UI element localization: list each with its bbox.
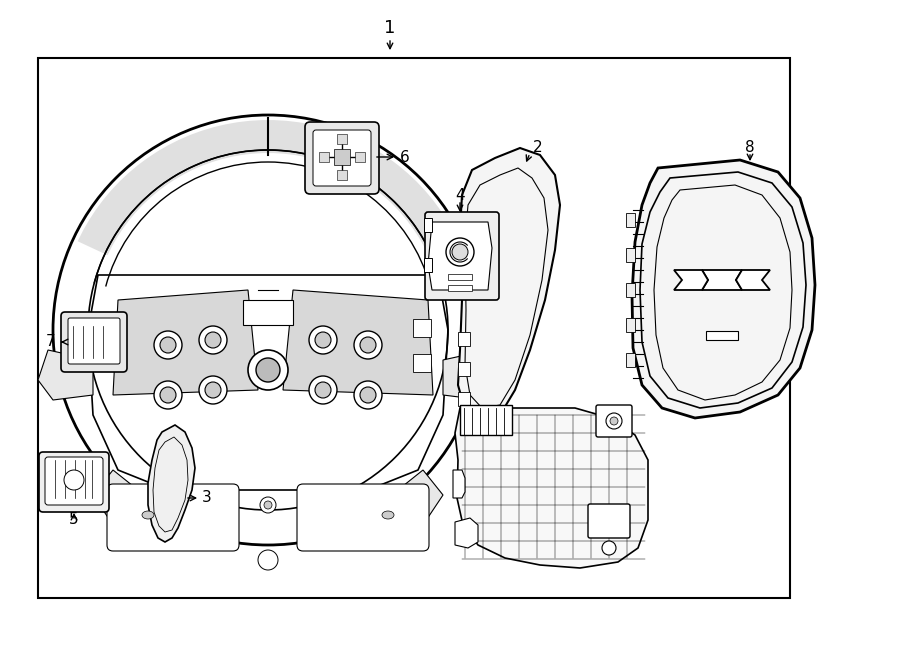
Bar	[334, 149, 350, 165]
Bar	[337, 134, 347, 144]
Text: 6: 6	[400, 149, 410, 165]
FancyBboxPatch shape	[588, 504, 630, 538]
Circle shape	[160, 387, 176, 403]
Polygon shape	[455, 518, 478, 548]
Circle shape	[258, 550, 278, 570]
FancyBboxPatch shape	[460, 405, 512, 435]
Bar	[458, 392, 470, 406]
Bar	[413, 354, 431, 372]
FancyBboxPatch shape	[68, 318, 120, 364]
Polygon shape	[632, 160, 815, 418]
Circle shape	[254, 356, 282, 384]
Bar	[355, 152, 365, 162]
Circle shape	[452, 244, 468, 260]
Polygon shape	[674, 270, 708, 290]
Bar	[458, 332, 470, 346]
Circle shape	[606, 413, 622, 429]
Circle shape	[199, 326, 227, 354]
Bar	[458, 362, 470, 376]
Text: 5: 5	[69, 512, 79, 527]
Circle shape	[154, 381, 182, 409]
Polygon shape	[458, 148, 560, 420]
Circle shape	[315, 382, 331, 398]
Bar	[626, 248, 635, 262]
Circle shape	[610, 417, 618, 425]
Circle shape	[53, 115, 483, 545]
Bar	[424, 258, 432, 272]
FancyBboxPatch shape	[596, 405, 632, 437]
Ellipse shape	[142, 511, 154, 519]
Ellipse shape	[382, 511, 394, 519]
Polygon shape	[443, 350, 498, 400]
Circle shape	[248, 350, 288, 390]
FancyBboxPatch shape	[425, 212, 499, 300]
Circle shape	[360, 387, 376, 403]
FancyBboxPatch shape	[297, 484, 429, 551]
Text: 3: 3	[202, 490, 211, 506]
Ellipse shape	[137, 507, 159, 523]
Polygon shape	[453, 470, 465, 498]
Polygon shape	[702, 270, 742, 290]
Bar	[413, 319, 431, 337]
Text: 4: 4	[455, 188, 464, 202]
Bar	[626, 213, 635, 227]
Text: 7: 7	[45, 334, 55, 350]
Bar	[337, 170, 347, 180]
FancyBboxPatch shape	[107, 484, 239, 551]
Circle shape	[446, 238, 474, 266]
Text: 2: 2	[533, 141, 543, 155]
Polygon shape	[283, 290, 433, 395]
FancyBboxPatch shape	[313, 130, 371, 186]
Circle shape	[160, 337, 176, 353]
Circle shape	[205, 382, 221, 398]
Circle shape	[354, 381, 382, 409]
Polygon shape	[348, 470, 443, 530]
Bar	[38, 58, 790, 598]
Bar	[448, 285, 472, 291]
Text: 8: 8	[745, 141, 755, 155]
Circle shape	[602, 541, 616, 555]
Bar	[319, 152, 329, 162]
Circle shape	[264, 501, 272, 509]
FancyBboxPatch shape	[305, 122, 379, 194]
FancyBboxPatch shape	[61, 312, 127, 372]
Polygon shape	[736, 270, 770, 290]
Polygon shape	[428, 222, 492, 290]
Bar	[706, 331, 738, 340]
Circle shape	[260, 362, 276, 378]
Polygon shape	[113, 290, 258, 395]
Circle shape	[360, 337, 376, 353]
Polygon shape	[93, 470, 188, 530]
Polygon shape	[77, 120, 458, 255]
Ellipse shape	[377, 507, 399, 523]
Circle shape	[354, 331, 382, 359]
Polygon shape	[148, 425, 195, 542]
Bar	[424, 218, 432, 232]
Bar	[105, 343, 120, 355]
Circle shape	[309, 326, 337, 354]
FancyBboxPatch shape	[39, 452, 109, 512]
Bar	[626, 318, 635, 332]
Circle shape	[256, 358, 280, 382]
Text: 1: 1	[384, 19, 396, 37]
Bar	[626, 353, 635, 367]
Polygon shape	[38, 350, 93, 400]
Circle shape	[199, 376, 227, 404]
Polygon shape	[455, 408, 648, 568]
Bar	[448, 274, 472, 280]
FancyBboxPatch shape	[45, 457, 103, 505]
Bar	[626, 283, 635, 297]
Circle shape	[315, 332, 331, 348]
Circle shape	[260, 497, 276, 513]
Circle shape	[154, 331, 182, 359]
Circle shape	[309, 376, 337, 404]
Bar	[243, 300, 293, 325]
Circle shape	[64, 470, 84, 490]
Circle shape	[205, 332, 221, 348]
